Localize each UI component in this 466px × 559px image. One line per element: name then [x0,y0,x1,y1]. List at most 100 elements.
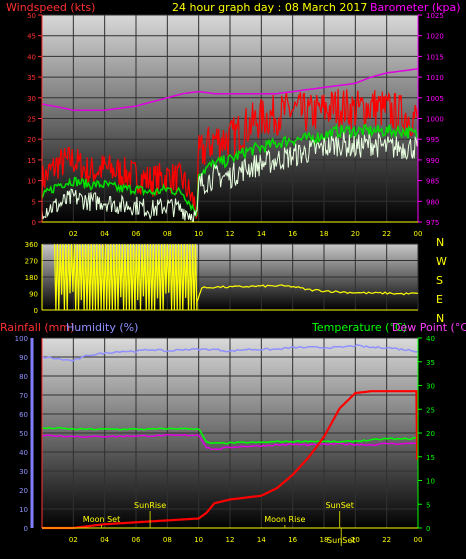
wind-y-tick-label: 35 [27,74,36,82]
temperature-axis-label: Temperature (°C) [311,321,407,334]
wind-x-tick-label: 22 [382,230,391,238]
rain-x-tick-label: 14 [257,536,266,544]
event-label: SunRise [134,501,166,510]
temp-y-tick-label: 20 [426,430,435,438]
event-label: Moon Set [83,515,120,524]
barometer-axis-label: Barometer (kpa) [370,1,461,14]
baro-y-tick-label: 1010 [426,74,444,82]
rain-x-tick-label: 20 [351,536,360,544]
wind-panel-axes: 0510152025303540455097598098599099510001… [27,12,444,238]
humidity-y-tick-label: 60 [19,411,28,419]
baro-y-tick-label: 995 [426,136,439,144]
wind-gust-line [41,89,419,220]
rain-panel-series [41,344,419,530]
wind-y-tick-label: 40 [27,53,36,61]
wind-y-tick-label: 5 [32,198,36,206]
event-label: Moon Rise [264,515,305,524]
humidity-y-tick-label: 0 [24,525,28,533]
wind-average-line [41,123,419,217]
wind-x-tick-label: 18 [320,230,329,238]
rain-x-tick-label: 16 [288,536,297,544]
humidity-y-tick-label: 30 [19,468,28,476]
rain-x-tick-label: 02 [69,536,78,544]
humidity-y-tick-label: 90 [19,354,28,362]
wind-y-tick-label: 50 [27,12,36,20]
rainfall-axis-label: Rainfall (mm) [0,321,74,334]
wind-y-tick-label: 15 [27,157,36,165]
wind-x-tick-label: 12 [226,230,235,238]
temperature-line [41,426,419,445]
rain-panel-axes: 0102030405060708090100051015202530354002… [15,335,435,546]
baro-y-tick-label: 975 [426,219,439,227]
humidity-y-tick-label: 10 [19,506,28,514]
wind-direction-line [53,243,419,311]
windspeed-axis-label: Windspeed (kts) [6,1,95,14]
wind-x-tick-label: 00 [414,230,423,238]
direction-y-tick-label: 0 [34,307,38,315]
dewpoint-axis-label: Dew Point (°C) [392,321,466,334]
temp-y-tick-label: 5 [426,501,430,509]
chart-title: 24 hour graph day : 08 March 2017 [172,1,367,14]
temp-y-tick-label: 0 [426,525,430,533]
humidity-y-tick-label: 70 [19,392,28,400]
direction-y-tick-label: 360 [25,241,38,249]
humidity-y-tick-label: 50 [19,430,28,438]
wind-x-tick-label: 16 [288,230,297,238]
temp-y-tick-label: 10 [426,478,435,486]
wind-speed-line [41,132,419,223]
rain-x-tick-label: 10 [194,536,203,544]
humidity-axis-label: Humidity (%) [66,321,138,334]
rain-x-tick-label: 18 [320,536,329,544]
humidity-y-tick-label: 100 [15,335,28,343]
baro-y-tick-label: 985 [426,178,439,186]
wind-y-tick-label: 30 [27,95,36,103]
temp-y-tick-label: 15 [426,454,435,462]
compass-label: S [436,274,443,287]
temp-y-tick-label: 40 [426,335,435,343]
rain-x-tick-label: 22 [382,536,391,544]
humidity-y-tick-label: 40 [19,449,28,457]
compass-label: W [436,255,447,268]
event-label: SunSet [327,536,355,545]
temp-y-tick-label: 30 [426,383,435,391]
baro-y-tick-label: 1025 [426,12,444,20]
wind-y-tick-label: 25 [27,116,36,124]
event-label: SunSet [325,501,353,510]
baro-y-tick-label: 980 [426,198,439,206]
direction-panel-series [53,243,419,311]
barometer-line [41,68,419,111]
humidity-y-tick-label: 80 [19,373,28,381]
baro-y-tick-label: 1020 [426,33,444,41]
rain-x-tick-label: 04 [100,536,109,544]
baro-y-tick-label: 990 [426,157,439,165]
wind-x-tick-label: 04 [100,230,109,238]
temp-y-tick-label: 25 [426,406,435,414]
direction-y-tick-label: 90 [29,291,38,299]
humidity-y-tick-label: 20 [19,487,28,495]
wind-x-tick-label: 20 [351,230,360,238]
wind-x-tick-label: 06 [132,230,141,238]
wind-y-tick-label: 45 [27,33,36,41]
rain-x-tick-label: 00 [414,536,423,544]
wind-x-tick-label: 02 [69,230,78,238]
baro-y-tick-label: 1000 [426,116,444,124]
rain-x-tick-label: 06 [132,536,141,544]
temp-y-tick-label: 35 [426,359,435,367]
direction-y-tick-label: 180 [25,274,38,282]
compass-label: E [436,293,443,306]
direction-y-tick-label: 270 [25,258,38,266]
wind-y-tick-label: 0 [32,219,36,227]
baro-y-tick-label: 1015 [426,53,444,61]
wind-y-tick-label: 10 [27,178,36,186]
compass-label: N [436,236,444,249]
baro-y-tick-label: 1005 [426,95,444,103]
wind-y-tick-label: 20 [27,136,36,144]
rainfall-line [42,390,419,530]
rain-x-tick-label: 12 [226,536,235,544]
humidity-line [41,344,419,362]
dewpoint-line [41,433,419,451]
wind-x-tick-label: 08 [163,230,172,238]
